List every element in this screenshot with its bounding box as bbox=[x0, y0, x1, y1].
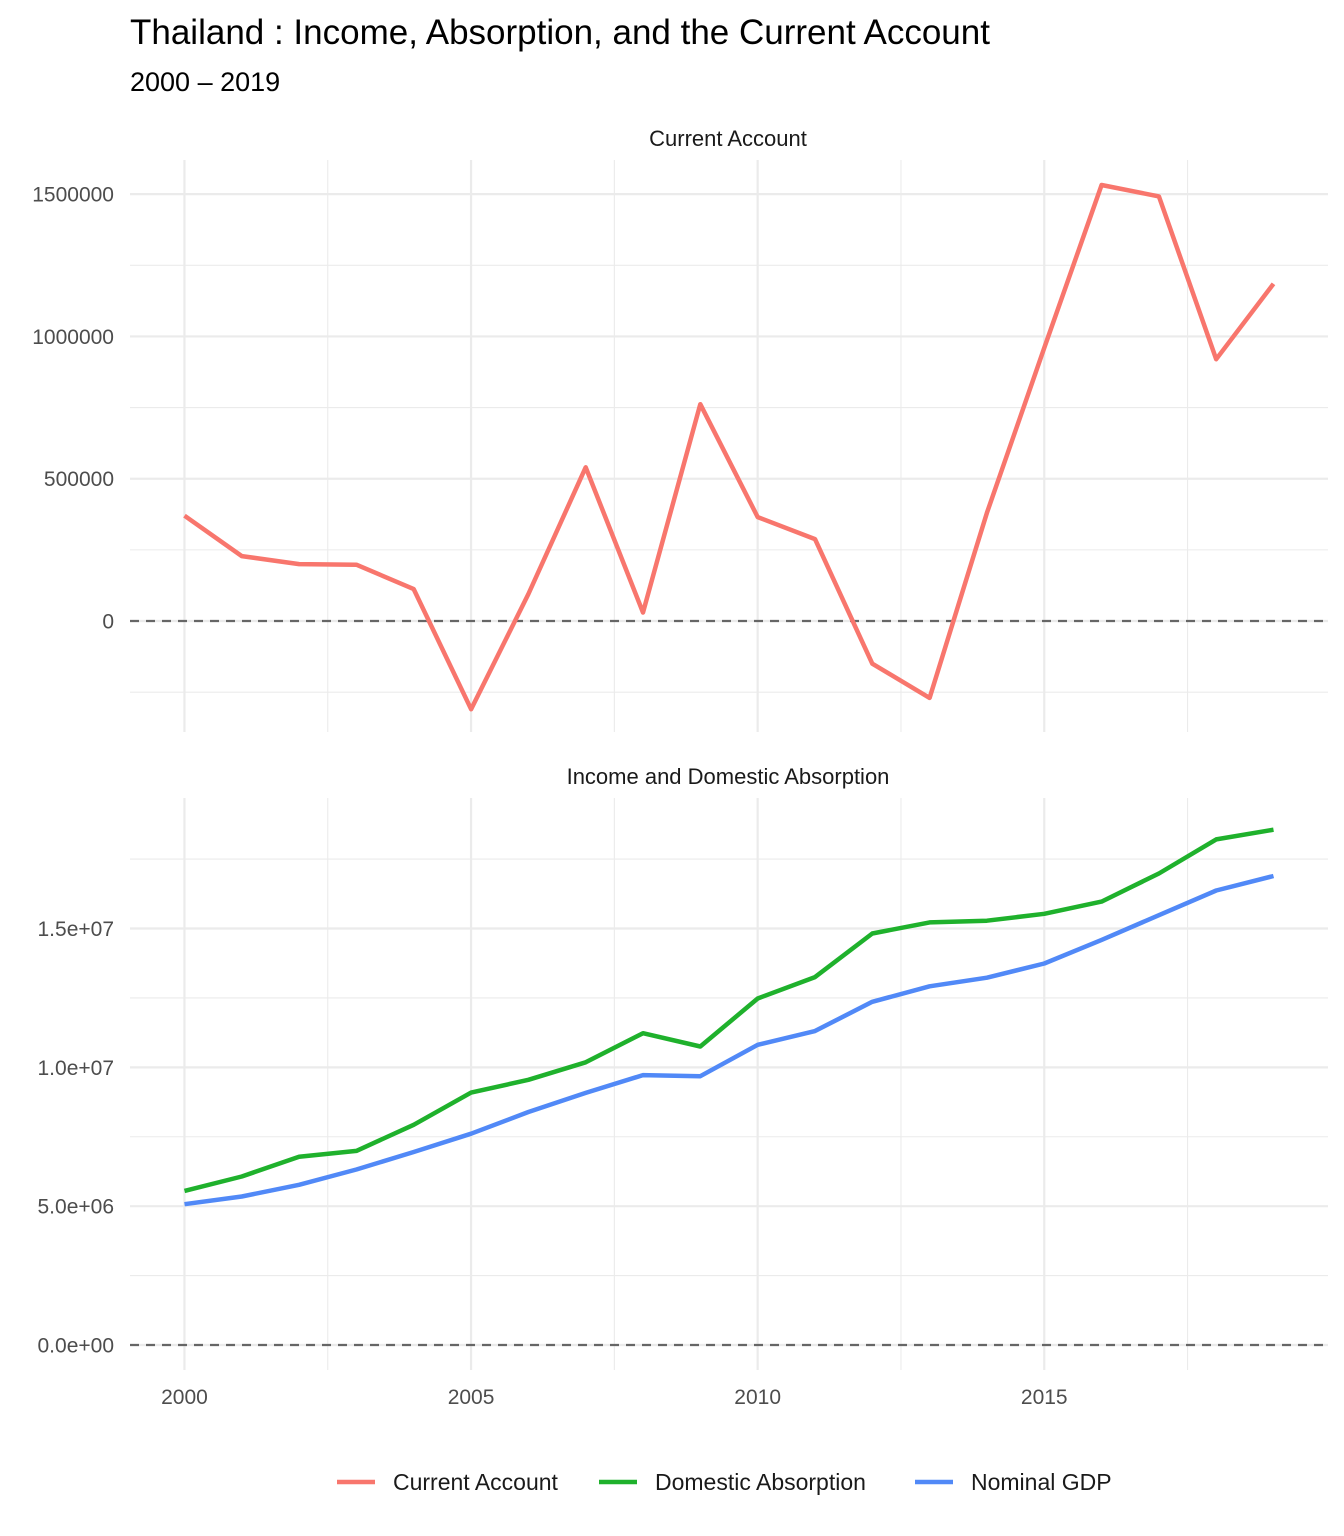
legend-label-nominal-gdp: Nominal GDP bbox=[971, 1469, 1112, 1495]
y-tick-label: 500000 bbox=[44, 468, 114, 491]
legend: Current Account Domestic Absorption Nomina… bbox=[337, 1469, 1112, 1495]
panel-strip-label: Income and Domestic Absorption bbox=[567, 764, 890, 789]
y-tick-label: 1500000 bbox=[32, 184, 114, 207]
panel-strip-label: Current Account bbox=[649, 126, 807, 151]
x-tick-label: 2005 bbox=[448, 1386, 495, 1409]
legend-label-domestic-absorption: Domestic Absorption bbox=[655, 1469, 866, 1495]
x-axis-tick-labels: 2000 2005 2010 2015 bbox=[161, 1386, 1068, 1409]
gridlines bbox=[130, 160, 1328, 732]
x-tick-label: 2015 bbox=[1021, 1386, 1068, 1409]
series-lines bbox=[183, 182, 1276, 712]
y-tick-label: 0 bbox=[102, 611, 114, 634]
domestic-absorption-line bbox=[183, 827, 1274, 1194]
y-axis-tick-labels: 0 500000 1000000 1500000 bbox=[32, 184, 114, 634]
y-tick-label: 1.0e+07 bbox=[38, 1057, 115, 1080]
chart-subtitle: 2000 – 2019 bbox=[130, 67, 280, 97]
nominal-gdp-line bbox=[184, 873, 1275, 1207]
x-tick-label: 2000 bbox=[161, 1386, 208, 1409]
gridlines bbox=[130, 798, 1328, 1370]
series-lines bbox=[183, 827, 1275, 1207]
y-axis-tick-labels: 0.0e+00 5.0e+06 1.0e+07 1.5e+07 bbox=[38, 918, 115, 1358]
x-tick-label: 2010 bbox=[734, 1386, 781, 1409]
y-tick-label: 0.0e+00 bbox=[38, 1335, 115, 1358]
current-account-panel: Current Account 0 500000 1000000 1500000 bbox=[32, 126, 1328, 732]
income-absorption-panel: Income and Domestic Absorption 0.0e+00 5.… bbox=[38, 764, 1328, 1370]
y-tick-label: 5.0e+06 bbox=[38, 1196, 115, 1219]
y-tick-label: 1.5e+07 bbox=[38, 918, 115, 941]
legend-label-current-account: Current Account bbox=[393, 1469, 559, 1495]
current-account-line bbox=[183, 182, 1276, 712]
y-tick-label: 1000000 bbox=[32, 326, 114, 349]
chart-title: Thailand : Income, Absorption, and the C… bbox=[130, 13, 990, 52]
